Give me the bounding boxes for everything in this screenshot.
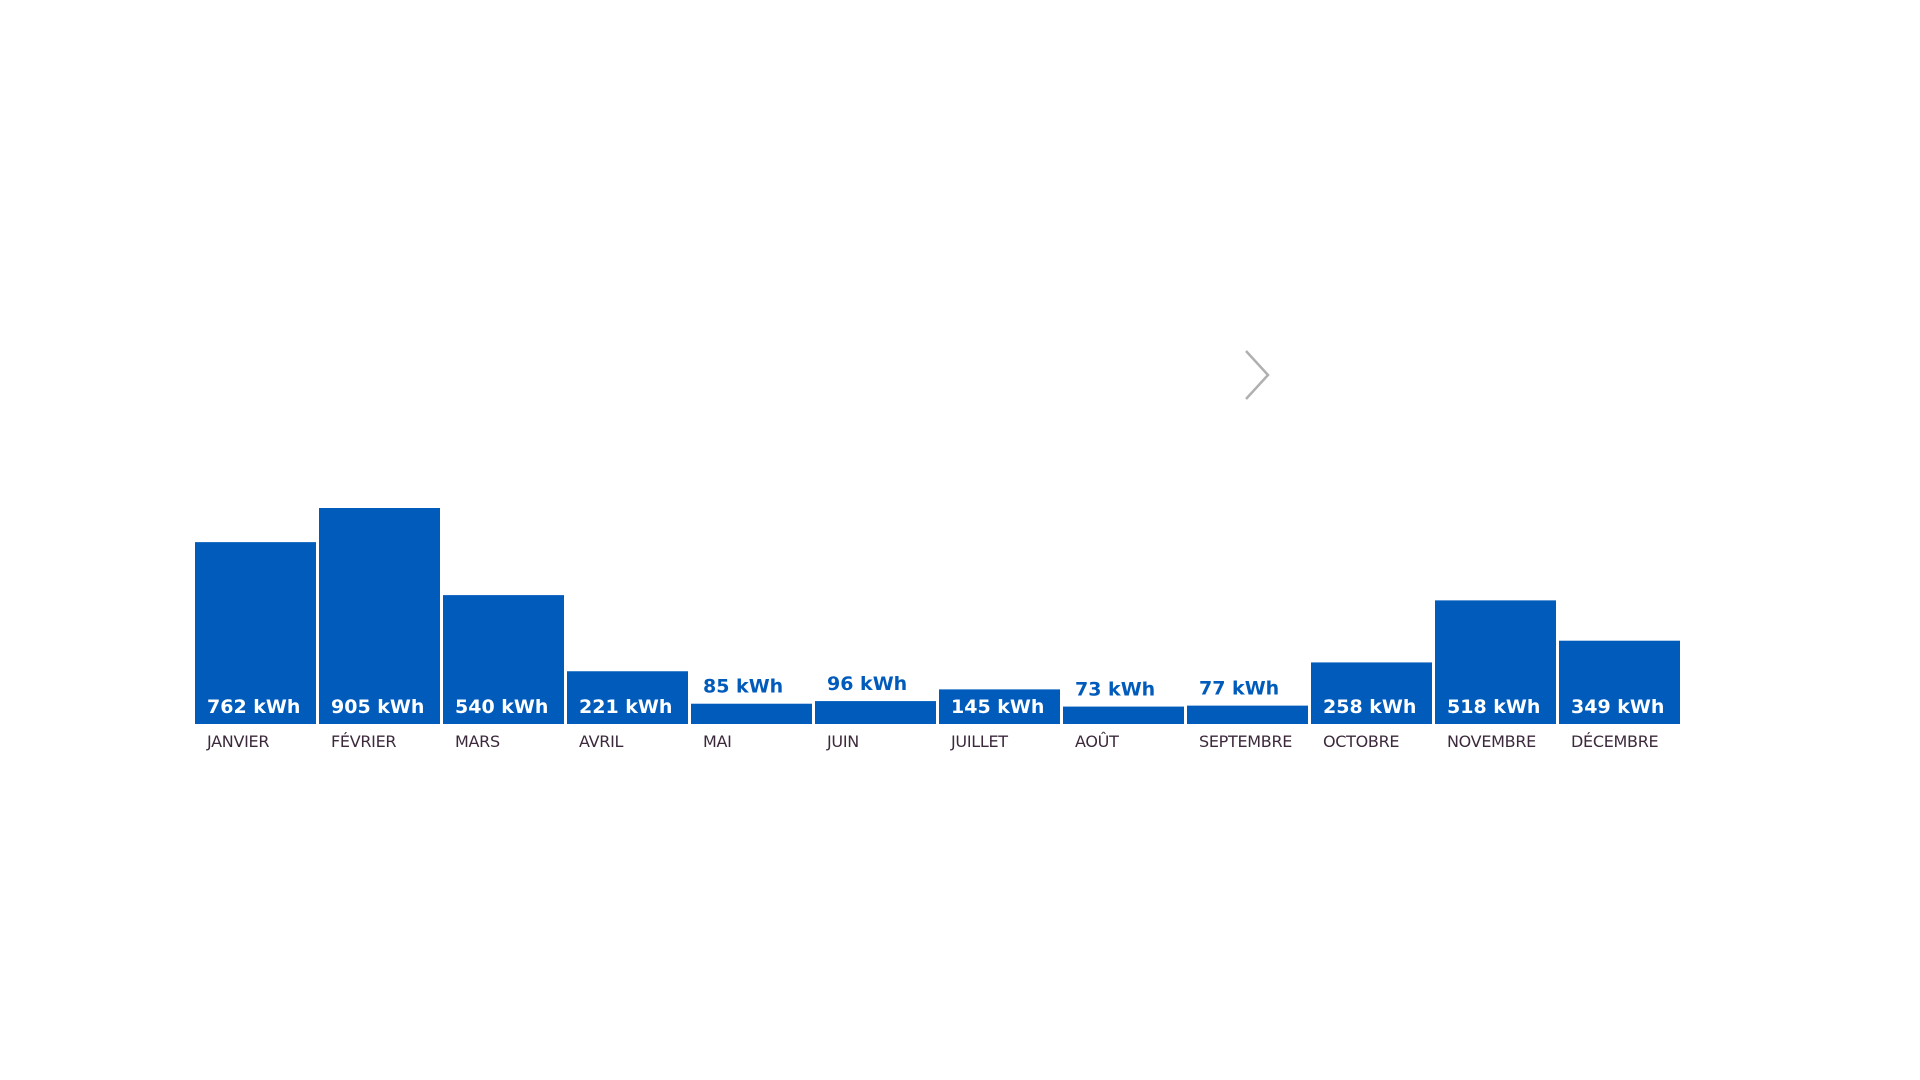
month-label: FÉVRIER xyxy=(331,732,396,751)
bar-value-label: 85 kWh xyxy=(703,676,783,698)
bar-value-label: 73 kWh xyxy=(1075,679,1155,701)
bar-value-label: 221 kWh xyxy=(579,696,672,718)
bar-value-label: 77 kWh xyxy=(1199,678,1279,700)
bar-9[interactable] xyxy=(1187,705,1308,724)
bar-3[interactable] xyxy=(443,595,564,724)
bar-value-label: 96 kWh xyxy=(827,673,907,695)
bar-1[interactable] xyxy=(195,542,316,724)
bar-11[interactable] xyxy=(1435,600,1556,724)
month-label: AOÛT xyxy=(1075,732,1119,751)
month-label: DÉCEMBRE xyxy=(1571,732,1659,751)
bar-12[interactable] xyxy=(1559,640,1680,724)
bar-7[interactable] xyxy=(939,689,1060,724)
bar-value-label: 762 kWh xyxy=(207,696,300,718)
bar-value-label: 540 kWh xyxy=(455,696,548,718)
bar-5[interactable] xyxy=(691,703,812,724)
bar-10[interactable] xyxy=(1311,662,1432,724)
month-label: MARS xyxy=(455,732,500,751)
month-label: SEPTEMBRE xyxy=(1199,732,1292,751)
bar-value-label: 145 kWh xyxy=(951,696,1044,718)
next-button[interactable] xyxy=(1238,347,1278,403)
month-label: JUIN xyxy=(826,732,859,751)
month-label: NOVEMBRE xyxy=(1447,732,1536,751)
month-label: JUILLET xyxy=(950,732,1008,751)
bar-value-label: 349 kWh xyxy=(1571,696,1664,718)
bar-4[interactable] xyxy=(567,671,688,724)
bar-value-label: 905 kWh xyxy=(331,696,424,718)
month-label: AVRIL xyxy=(579,732,624,751)
bar-6[interactable] xyxy=(815,701,936,724)
bar-value-label: 518 kWh xyxy=(1447,696,1540,718)
chevron-right-icon xyxy=(1245,350,1270,400)
bar-8[interactable] xyxy=(1063,706,1184,724)
month-label: JANVIER xyxy=(206,732,269,751)
bar-value-label: 258 kWh xyxy=(1323,696,1416,718)
month-label: MAI xyxy=(703,732,732,751)
month-label: OCTOBRE xyxy=(1323,732,1399,751)
bar-2[interactable] xyxy=(319,508,440,724)
